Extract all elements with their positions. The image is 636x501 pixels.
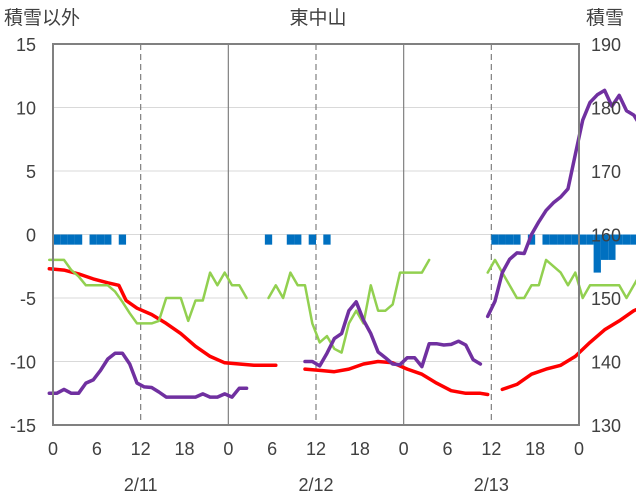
precip-bar <box>286 234 295 245</box>
x-tick-label: 6 <box>267 439 277 459</box>
precip-bar <box>564 234 572 245</box>
precip-bar <box>53 234 61 245</box>
precip-bar <box>505 234 514 245</box>
y-left-tick-label: 0 <box>26 226 36 246</box>
y-right-tick-label: 180 <box>591 99 621 119</box>
precip-bar <box>104 234 112 245</box>
y-left-tick-label: -15 <box>10 416 36 436</box>
date-label: 2/13 <box>474 475 509 495</box>
precip-bar <box>630 234 636 245</box>
y-left-tick-label: 10 <box>16 99 36 119</box>
plot-frame <box>52 43 580 426</box>
series-lines <box>47 88 636 399</box>
precip-bar <box>294 234 302 245</box>
precip-bar <box>600 234 609 260</box>
x-tick-label: 0 <box>399 439 409 459</box>
x-tick-label: 12 <box>481 439 501 459</box>
y-right-tick-label: 160 <box>591 226 621 246</box>
x-axis-ticks: 0 6 12 18 0 6 12 18 0 6 12 18 0 <box>48 439 584 459</box>
right-axis-title: 積雪 <box>586 7 624 29</box>
precip-bar <box>579 234 587 245</box>
y-left-tick-label: -5 <box>20 289 36 309</box>
x-tick-label: 6 <box>442 439 452 459</box>
x-tick-label: 0 <box>223 439 233 459</box>
x-tick-label: 0 <box>574 439 584 459</box>
left-axis-ticks: 15 10 5 0 -5 -10 -15 <box>10 35 36 436</box>
precip-bar <box>615 234 623 245</box>
precip-bar <box>67 234 75 245</box>
right-axis-ticks: 190 180 170 160 150 140 130 <box>591 35 621 436</box>
y-right-tick-label: 190 <box>591 35 621 55</box>
precip-bar <box>571 234 579 245</box>
y-right-tick-label: 170 <box>591 162 621 182</box>
y-right-tick-label: 130 <box>591 416 621 436</box>
y-left-tick-label: 15 <box>16 35 36 55</box>
x-tick-label: 18 <box>174 439 194 459</box>
x-tick-label: 12 <box>131 439 151 459</box>
precip-bar <box>593 234 601 273</box>
date-label: 2/11 <box>124 475 158 495</box>
precip-bar <box>74 234 83 245</box>
precip-bar <box>498 234 506 245</box>
precip-bar <box>542 234 550 245</box>
precip-bar <box>608 234 616 260</box>
plot-border <box>52 43 580 426</box>
x-tick-label: 6 <box>92 439 102 459</box>
precip-bar <box>527 234 536 245</box>
precip-bar <box>60 234 68 245</box>
left-axis-title: 積雪以外 <box>4 7 80 29</box>
precip-bar <box>323 234 331 245</box>
precip-bar <box>264 234 273 245</box>
x-tick-label: 12 <box>306 439 326 459</box>
precip-bar <box>549 234 558 245</box>
precip-bar <box>586 234 594 245</box>
precipitation-bars <box>53 234 636 273</box>
precip-bar <box>89 234 97 245</box>
precip-bar <box>491 234 499 245</box>
precip-bar <box>513 234 521 245</box>
y-left-tick-label: 5 <box>26 162 36 182</box>
precip-bar <box>622 234 631 245</box>
series-line-2 <box>48 258 636 354</box>
precip-bar <box>118 234 127 245</box>
date-label: 2/12 <box>298 475 333 495</box>
precip-bar <box>96 234 105 245</box>
chart-title: 東中山 <box>289 7 346 29</box>
series-line-3 <box>47 88 636 399</box>
precip-bar <box>557 234 565 245</box>
y-right-tick-label: 150 <box>591 289 621 309</box>
date-labels: 2/11 2/12 2/13 <box>124 475 509 495</box>
x-tick-label: 18 <box>350 439 370 459</box>
x-tick-label: 0 <box>48 439 58 459</box>
y-left-tick-label: -10 <box>10 353 36 373</box>
y-right-tick-label: 140 <box>591 353 621 373</box>
precip-bar <box>308 234 316 245</box>
x-tick-label: 18 <box>525 439 545 459</box>
